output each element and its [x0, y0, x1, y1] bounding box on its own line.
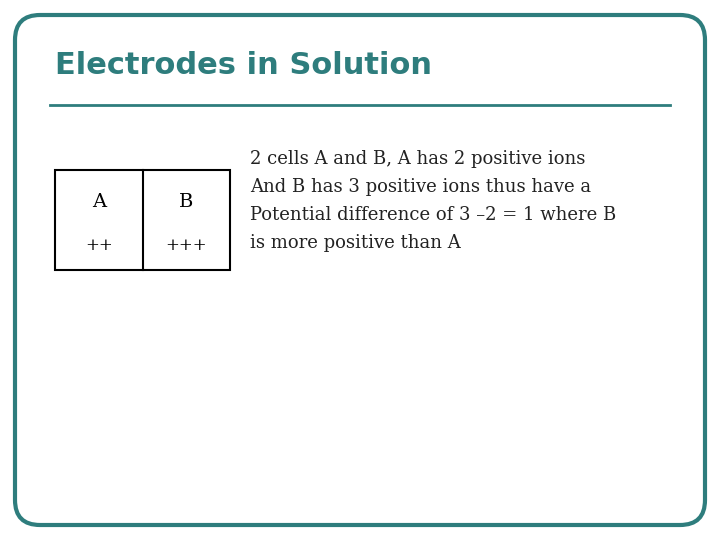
Text: 2 cells A and B, A has 2 positive ions: 2 cells A and B, A has 2 positive ions — [250, 150, 585, 168]
Bar — [55, 170, 230, 270]
Text: Electrodes in Solution: Electrodes in Solution — [55, 51, 432, 80]
Text: +++: +++ — [166, 237, 207, 253]
FancyBboxPatch shape — [15, 15, 705, 525]
Text: B: B — [179, 193, 194, 211]
Text: ++: ++ — [85, 237, 112, 253]
Text: is more positive than A: is more positive than A — [250, 234, 461, 252]
Text: A: A — [91, 193, 106, 211]
Text: Potential difference of 3 –2 = 1 where B: Potential difference of 3 –2 = 1 where B — [250, 206, 616, 224]
Text: And B has 3 positive ions thus have a: And B has 3 positive ions thus have a — [250, 178, 591, 196]
